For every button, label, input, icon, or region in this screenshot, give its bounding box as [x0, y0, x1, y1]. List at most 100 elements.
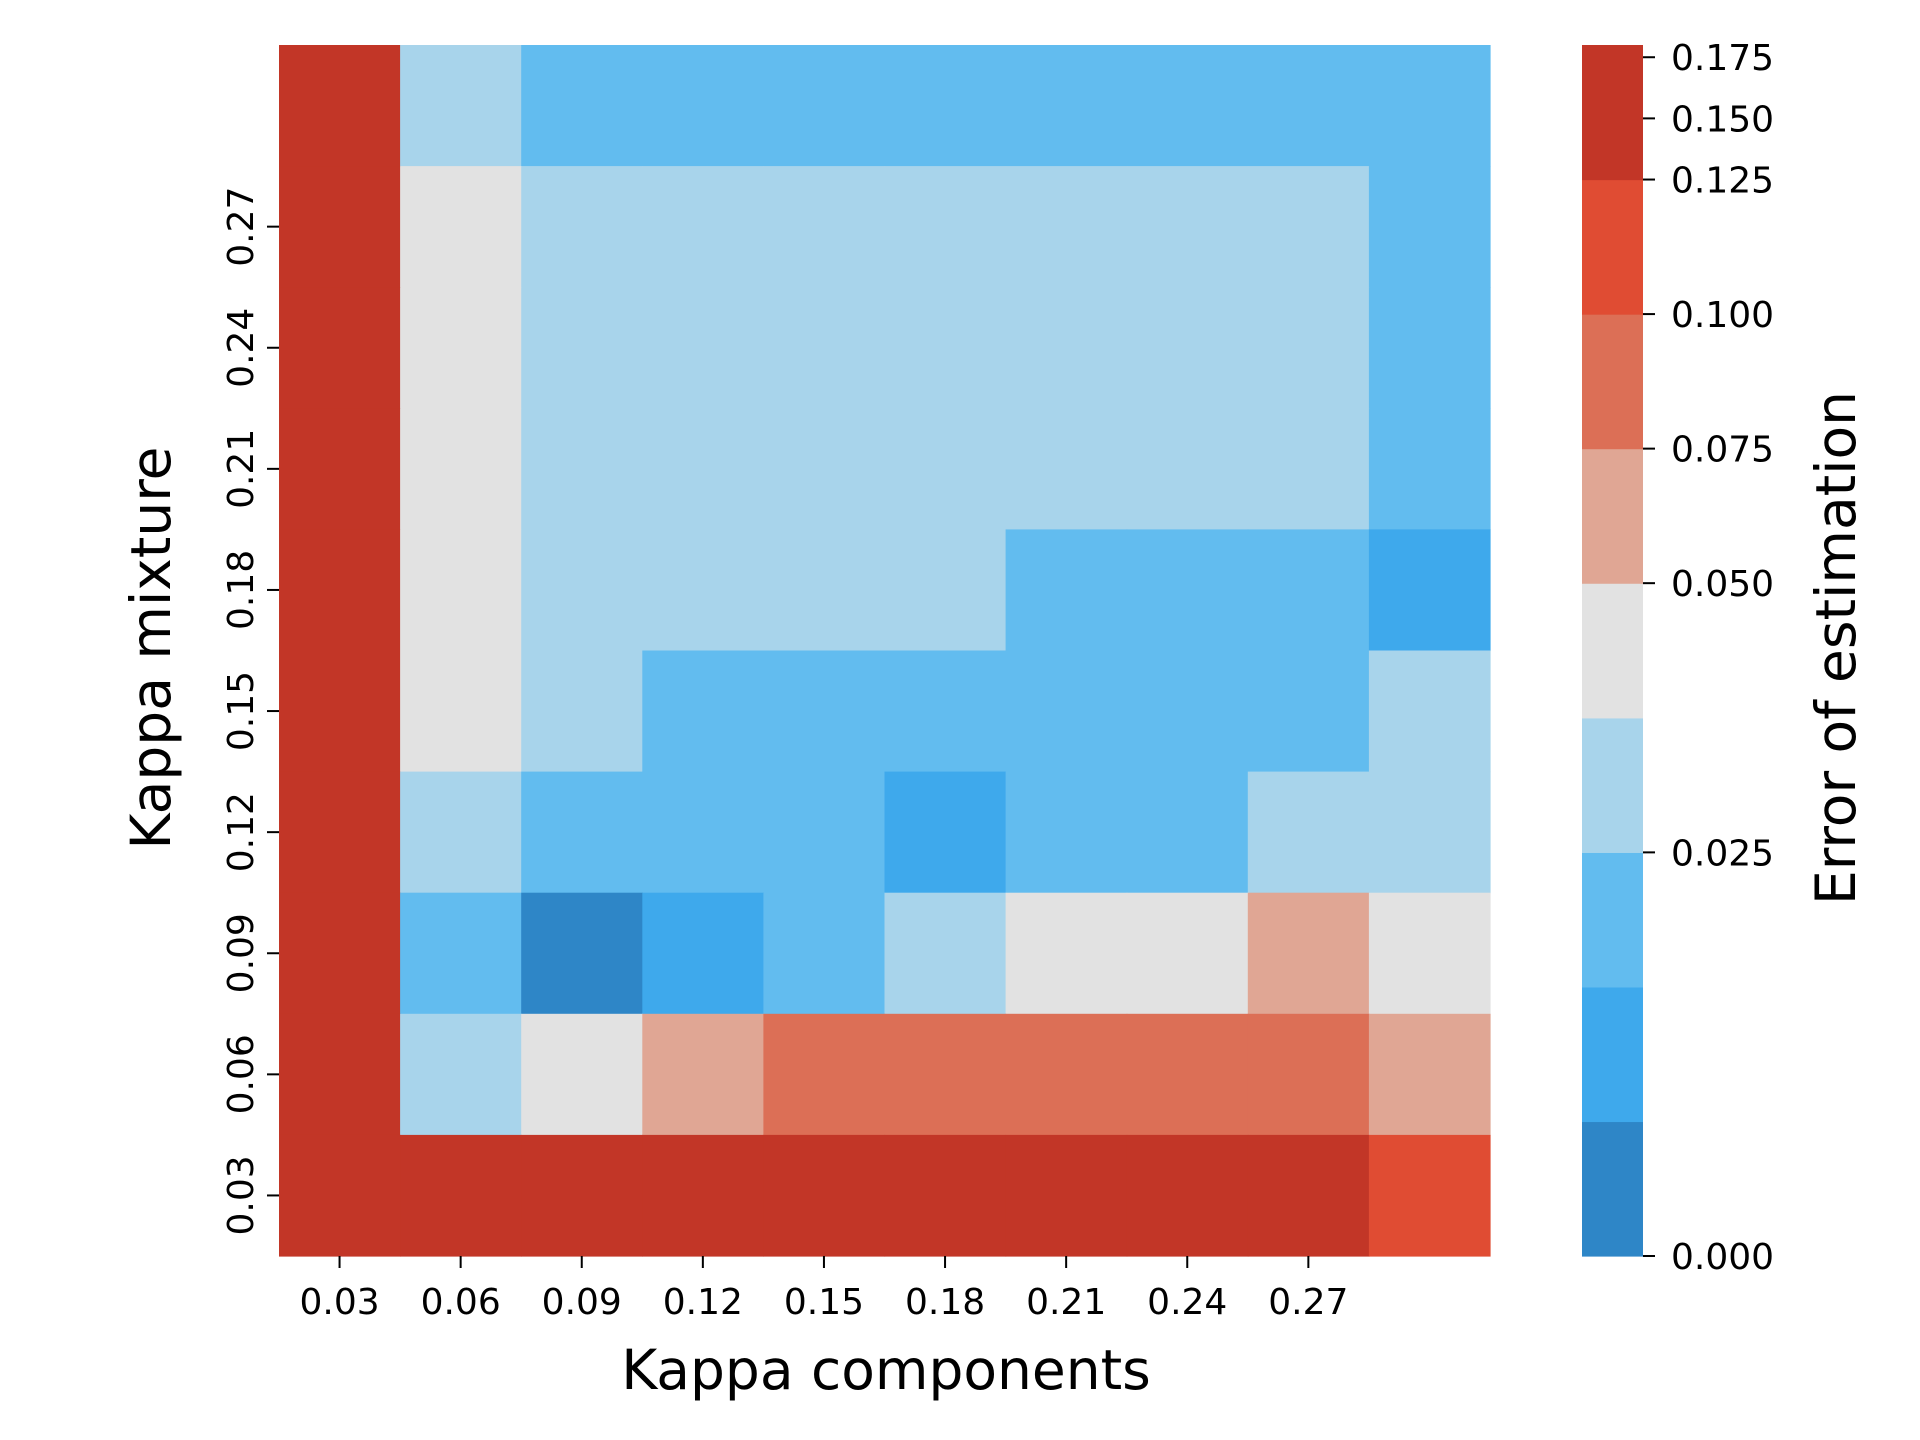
- x-axis: 0.03 0.06 0.09 0.12 0.15 0.18 0.21 0.24 0.27: [299, 1256, 1348, 1323]
- heatmap-cell: [1126, 1134, 1249, 1257]
- heatmap-cell: [1368, 529, 1491, 652]
- heatmap-cell: [884, 287, 1007, 409]
- heatmap-cell: [884, 1134, 1007, 1257]
- heatmap-cell: [763, 529, 886, 652]
- x-tick-label: 0.24: [1147, 1282, 1227, 1323]
- heatmap-cell: [642, 1013, 764, 1136]
- heatmap-cell: [400, 892, 522, 1015]
- heatmap-cell: [1126, 45, 1249, 167]
- heatmap-cell: [1247, 1134, 1370, 1257]
- y-tick-label: 0.15: [221, 671, 262, 751]
- y-axis: 0.03 0.06 0.09 0.12 0.15 0.18 0.21 0.24 0.27: [221, 187, 279, 1236]
- heatmap-cell: [1005, 771, 1128, 894]
- heatmap-cell: [884, 1013, 1007, 1136]
- heatmap-cells: [279, 45, 1491, 1257]
- colorbar-band: [1582, 583, 1643, 719]
- colorbar: 0.000 0.025 0.050 0.075 0.100 0.125 0.150 0.175: [1582, 38, 1774, 1278]
- heatmap-cell: [521, 408, 643, 530]
- heatmap-cell: [1368, 45, 1491, 167]
- y-tick-label: 0.03: [221, 1155, 262, 1235]
- heatmap-cell: [1247, 287, 1370, 409]
- heatmap-cell: [1368, 1013, 1491, 1136]
- heatmap-cell: [763, 408, 886, 530]
- heatmap-cell: [400, 45, 522, 167]
- heatmap-cell: [521, 650, 643, 773]
- heatmap-cell: [1247, 771, 1370, 894]
- heatmap-cell: [521, 1134, 643, 1257]
- heatmap-cell: [763, 1134, 886, 1257]
- colorbar-tick-label: 0.100: [1671, 295, 1774, 336]
- heatmap-cell: [400, 1134, 522, 1257]
- heatmap-cell: [400, 166, 522, 288]
- heatmap-cell: [1126, 771, 1249, 894]
- heatmap-cell: [1247, 892, 1370, 1015]
- heatmap-cell: [279, 892, 401, 1015]
- heatmap-cell: [1126, 166, 1249, 288]
- heatmap-cell: [400, 408, 522, 530]
- heatmap-cell: [521, 892, 643, 1015]
- heatmap-cell: [1005, 166, 1128, 288]
- heatmap-cell: [1005, 892, 1128, 1015]
- colorbar-band: [1582, 717, 1643, 853]
- heatmap-cell: [1005, 408, 1128, 530]
- colorbar-tick-label: 0.125: [1671, 161, 1774, 202]
- heatmap-cell: [279, 166, 401, 288]
- heatmap-cell: [884, 892, 1007, 1015]
- heatmap-cell: [1126, 287, 1249, 409]
- heatmap-cell: [400, 771, 522, 894]
- heatmap-cell: [1005, 529, 1128, 652]
- heatmap-cell: [1247, 166, 1370, 288]
- heatmap-cell: [1247, 1013, 1370, 1136]
- colorbar-tick-label: 0.025: [1671, 833, 1774, 874]
- heatmap-cell: [1005, 1013, 1128, 1136]
- heatmap-cell: [400, 529, 522, 652]
- x-axis-label: Kappa components: [621, 1338, 1151, 1402]
- heatmap-cell: [1247, 408, 1370, 530]
- heatmap-cell: [521, 166, 643, 288]
- heatmap-cell: [521, 45, 643, 167]
- colorbar-band: [1582, 179, 1643, 315]
- heatmap-cell: [521, 1013, 643, 1136]
- heatmap-cell: [1368, 892, 1491, 1015]
- heatmap-cell: [1005, 1134, 1128, 1257]
- heatmap-cell: [642, 287, 764, 409]
- heatmap-cell: [1005, 650, 1128, 773]
- heatmap-cell: [279, 771, 401, 894]
- heatmap-cell: [642, 650, 764, 773]
- colorbar-tick-label: 0.150: [1671, 99, 1774, 140]
- y-tick-label: 0.12: [221, 792, 262, 872]
- y-tick-label: 0.18: [221, 550, 262, 630]
- heatmap-cell: [763, 166, 886, 288]
- heatmap-cell: [642, 408, 764, 530]
- heatmap-cell: [884, 650, 1007, 773]
- y-tick-label: 0.21: [221, 429, 262, 509]
- heatmap-cell: [642, 529, 764, 652]
- x-tick-label: 0.15: [784, 1282, 864, 1323]
- heatmap-cell: [279, 408, 401, 530]
- heatmap-cell: [642, 166, 764, 288]
- heatmap-cell: [1005, 287, 1128, 409]
- heatmap-cell: [1247, 529, 1370, 652]
- colorbar-label: Error of estimation: [1804, 391, 1868, 905]
- heatmap-cell: [884, 166, 1007, 288]
- x-tick-label: 0.06: [421, 1282, 501, 1323]
- heatmap-cell: [1126, 650, 1249, 773]
- colorbar-band: [1582, 45, 1643, 181]
- heatmap-cell: [763, 892, 886, 1015]
- heatmap-cell: [400, 287, 522, 409]
- heatmap-cell: [279, 650, 401, 773]
- heatmap-cell: [1368, 1134, 1491, 1257]
- x-tick-label: 0.21: [1026, 1282, 1106, 1323]
- colorbar-band: [1582, 1121, 1643, 1257]
- heatmap-cell: [400, 650, 522, 773]
- heatmap-cell: [1126, 529, 1249, 652]
- colorbar-tick-label: 0.175: [1671, 38, 1774, 79]
- colorbar-band: [1582, 314, 1643, 450]
- heatmap-cell: [279, 1013, 401, 1136]
- heatmap-cell: [1368, 650, 1491, 773]
- x-tick-label: 0.03: [299, 1282, 379, 1323]
- y-tick-label: 0.09: [221, 913, 262, 993]
- heatmap-cell: [1126, 1013, 1249, 1136]
- heatmap-cell: [642, 892, 764, 1015]
